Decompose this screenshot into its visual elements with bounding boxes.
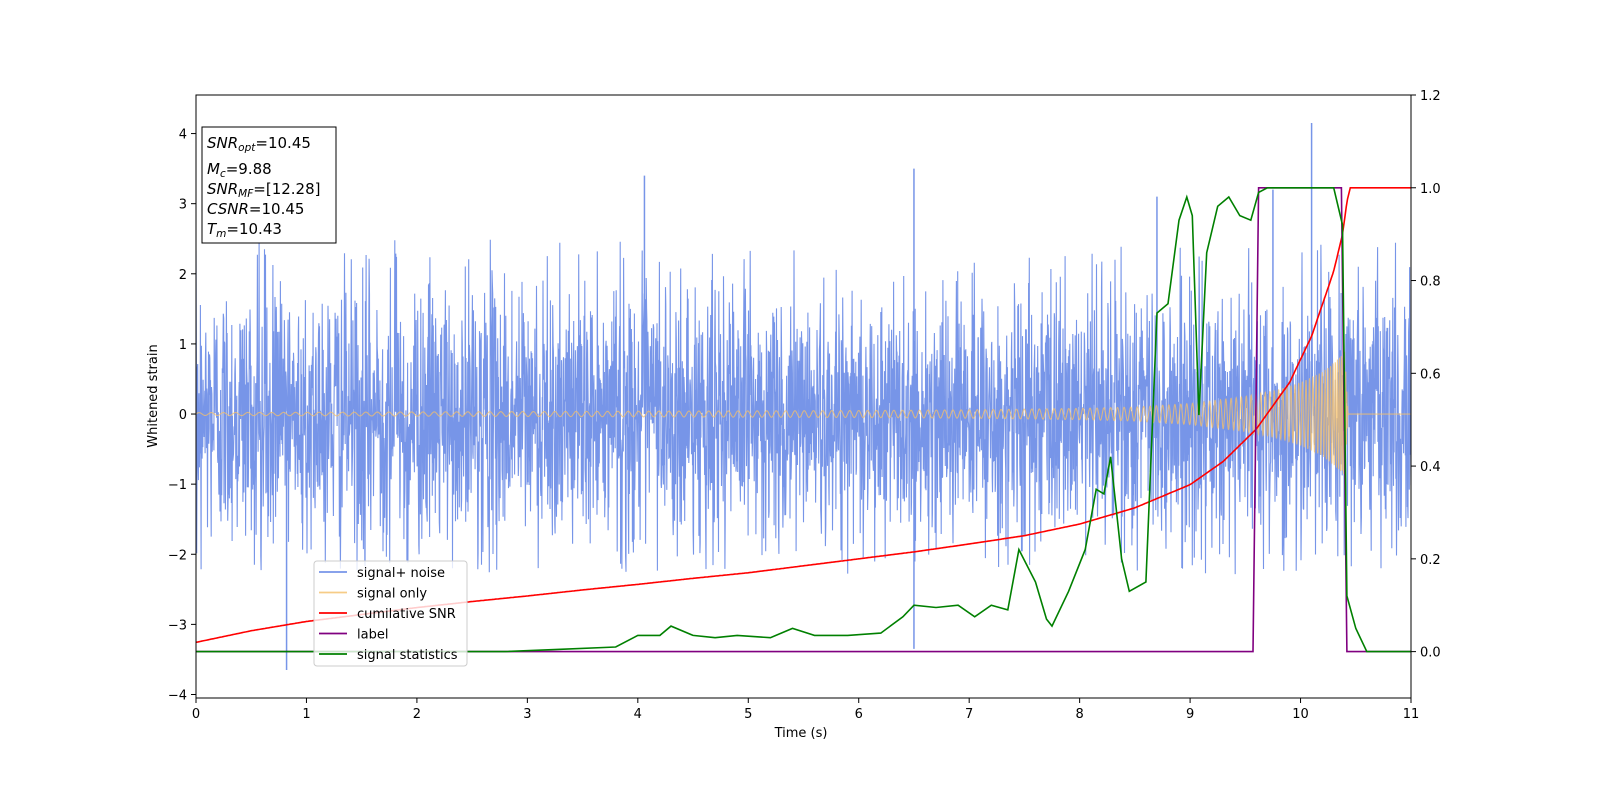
- annotation-subscript: m: [216, 228, 226, 240]
- annotation-value: =10.45: [255, 134, 311, 152]
- y2-tick-label: 0.2: [1420, 553, 1441, 568]
- series-signal-plus-noise: [196, 239, 1411, 575]
- legend-frame: [313, 560, 468, 667]
- series-signal-only: [196, 351, 1411, 474]
- annotation-symbol: SNR: [207, 180, 238, 198]
- y2-tick-label: 1.2: [1420, 89, 1441, 104]
- legend-label-signal-statistics: signal statistics: [357, 648, 458, 663]
- y-tick-label: −4: [168, 688, 187, 703]
- y-tick-label: −3: [168, 618, 187, 633]
- x-tick-label: 3: [523, 707, 531, 722]
- legend-label-signal-only: signal only: [357, 587, 427, 602]
- x-tick-label: 7: [965, 707, 973, 722]
- annotation-value: =10.45: [249, 200, 305, 218]
- annotation-box: SNRopt=10.45Mc=9.88SNRMF=[12.28]CSNR=10.…: [201, 126, 337, 244]
- annotation-subscript: opt: [238, 142, 256, 154]
- y-axis-ticks: −4 −3 −2 −1 0 1 2 3 4: [168, 128, 196, 703]
- series-signal-statistics: [196, 187, 1411, 653]
- legend-label-label: label: [357, 628, 388, 643]
- y-tick-label: 3: [179, 198, 187, 213]
- x-tick-label: 4: [634, 707, 642, 722]
- y-tick-label: −1: [168, 478, 187, 493]
- x-tick-label: 1: [302, 707, 310, 722]
- legend: signal+ noise signal only cumilative SNR la…: [313, 560, 468, 667]
- x-tick-label: 9: [1186, 707, 1194, 722]
- annotation-value: =9.88: [226, 160, 272, 178]
- annotation-line: Mc=9.88: [207, 160, 272, 180]
- annotation-value: =10.43: [226, 220, 282, 238]
- annotation-line: CSNR=10.45: [207, 200, 304, 218]
- x-tick-label: 8: [1075, 707, 1083, 722]
- annotation-symbol: M: [207, 160, 220, 178]
- y2-tick-label: 0.0: [1420, 646, 1441, 661]
- x-axis-ticks: 0 1 2 3 4 5 6 7 8 9 10 11: [192, 698, 1419, 722]
- annotation-symbol: SNR: [207, 134, 238, 152]
- annotation-line: Tm=10.43: [207, 220, 282, 240]
- series-layer: [196, 123, 1411, 670]
- legend-label-signal-noise: signal+ noise: [357, 566, 445, 581]
- annotation-frame: [201, 126, 337, 244]
- x-tick-label: 10: [1292, 707, 1309, 722]
- annotation-subscript: MF: [238, 188, 254, 200]
- y-tick-label: 0: [179, 408, 187, 423]
- legend-label-cumilative-snr: cumilative SNR: [357, 607, 456, 622]
- axes-frame: [195, 94, 1412, 699]
- annotation-value: =[12.28]: [253, 180, 320, 198]
- x-axis-label: Time (s): [774, 726, 828, 741]
- y-tick-label: 1: [179, 338, 187, 353]
- annotation-line: SNRopt=10.45: [207, 134, 311, 154]
- x-tick-label: 5: [744, 707, 752, 722]
- y-tick-label: 4: [179, 128, 187, 143]
- annotation-symbol: CSNR: [207, 200, 249, 218]
- x-tick-label: 2: [413, 707, 421, 722]
- annotation-line: SNRMF=[12.28]: [207, 180, 321, 200]
- annotation-symbol: T: [207, 220, 218, 238]
- y2-tick-label: 0.6: [1420, 367, 1441, 382]
- x-tick-label: 6: [855, 707, 863, 722]
- x-tick-label: 11: [1403, 707, 1420, 722]
- y2-tick-label: 0.4: [1420, 460, 1441, 475]
- y2-tick-label: 1.0: [1420, 182, 1441, 197]
- y-axis-label: Whitened strain: [146, 344, 161, 447]
- y-tick-label: −2: [168, 548, 187, 563]
- annotation-subscript: c: [220, 168, 226, 180]
- y-tick-label: 2: [179, 268, 187, 283]
- y2-tick-label: 0.8: [1420, 275, 1441, 290]
- noise-peaks: [285, 123, 1313, 670]
- x-tick-label: 0: [192, 707, 200, 722]
- y2-axis-ticks: 0.0 0.2 0.4 0.6 0.8 1.0 1.2: [1411, 89, 1441, 661]
